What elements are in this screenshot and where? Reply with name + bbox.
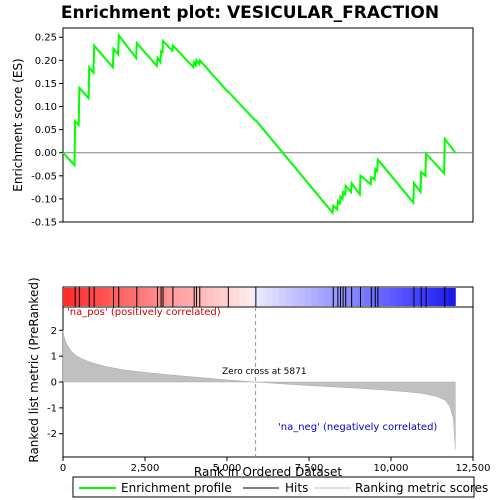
hits-band-segment (102, 288, 110, 306)
es-y-tick-label: -0.10 (31, 194, 57, 205)
hits-band-segment (389, 288, 397, 306)
hits-band-segment (180, 288, 188, 306)
metric-y-axis: -2 -1 0 1 2 (47, 326, 63, 440)
hits-band-segment (232, 288, 241, 306)
hits-band-segment (304, 288, 312, 306)
hits-band-segment (409, 288, 417, 306)
hits-band-segment (174, 288, 182, 306)
hits-band-segment (363, 288, 371, 306)
legend-metric-label: Ranking metric scores (355, 481, 488, 495)
hits-band-segment (213, 288, 221, 306)
hits-band-segment (331, 288, 339, 306)
hits-band-segment (239, 288, 247, 306)
x-tick-label: 12,500 (456, 463, 491, 474)
hits-series (74, 287, 446, 307)
hits-band-segment (206, 288, 214, 306)
es-y-tick-label: -0.15 (31, 218, 57, 229)
zero-cross-label: Zero cross at 5871 (222, 367, 307, 377)
es-y-tick-label: 0.00 (35, 148, 57, 159)
hits-band-segment (167, 288, 175, 306)
hits-band-segment (89, 288, 97, 306)
metric-y-tick-label: -2 (47, 429, 57, 440)
hits-band-segment (95, 288, 103, 306)
hits-band-segment (350, 288, 358, 306)
es-y-tick-label: 0.20 (35, 56, 57, 67)
hits-band-segment (193, 288, 201, 306)
metric-y-tick-label: -1 (47, 403, 57, 414)
hits-band-segment (226, 288, 234, 306)
hits-band-segment (141, 288, 149, 306)
hits-band-segment (344, 288, 352, 306)
x-tick-label: 10,000 (374, 463, 409, 474)
hits-band-segment (121, 288, 129, 306)
es-y-axis-label: Enrichment score (ES) (11, 58, 25, 191)
hits-band-segment (187, 288, 195, 306)
hits-band-segment (324, 288, 332, 306)
x-tick-label: 2,500 (131, 463, 160, 474)
negative-correlation-label: 'na_neg' (negatively correlated) (278, 422, 437, 433)
hits-color-band (63, 288, 456, 306)
es-y-tick-label: -0.05 (31, 171, 57, 182)
hits-band-segment (370, 288, 378, 306)
hits-band-segment (265, 288, 273, 306)
hits-band-segment (246, 288, 254, 306)
legend-box (72, 476, 475, 498)
hits-band-segment (435, 288, 443, 306)
hits-band-segment (134, 288, 142, 306)
legend-hits-label: Hits (285, 481, 308, 495)
hits-band-segment (285, 288, 293, 306)
hits-band-segment (108, 288, 116, 306)
x-tick-label: 0 (60, 463, 66, 474)
hits-band-segment (429, 288, 437, 306)
ranking-metric-series (62, 330, 456, 450)
hits-band-segment (298, 288, 306, 306)
hits-band-segment (396, 288, 404, 306)
hits-band-segment (442, 288, 450, 306)
x-axis-label: Rank in Ordered Dataset (194, 465, 342, 479)
hits-band-segment (402, 288, 411, 306)
hits-band-segment (154, 288, 162, 306)
es-y-axis: -0.15 -0.10 -0.05 0.00 0.05 0.10 0.15 0.20 0.25 (31, 33, 63, 229)
enrichment-profile-line (62, 32, 457, 216)
es-y-tick-label: 0.25 (35, 33, 57, 44)
legend-enrichment-label: Enrichment profile (121, 481, 232, 495)
hits-band-segment (161, 288, 169, 306)
es-y-tick-label: 0.10 (35, 102, 57, 113)
metric-y-tick-label: 1 (51, 352, 57, 363)
es-y-tick-label: 0.05 (35, 125, 57, 136)
hits-band-segment (219, 288, 227, 306)
hits-band-segment (128, 288, 136, 306)
hits-band-segment (147, 288, 156, 306)
hits-band-segment (317, 288, 326, 306)
es-panel-frame (62, 27, 474, 223)
hits-band-segment (82, 288, 90, 306)
hits-band-segment (291, 288, 299, 306)
hits-band-segment (63, 288, 71, 306)
hits-band-segment (448, 288, 456, 306)
hits-band-segment (200, 288, 208, 306)
hits-band-segment (278, 288, 286, 306)
hits-band-segment (272, 288, 280, 306)
metric-y-tick-label: 0 (51, 378, 57, 389)
es-y-tick-label: 0.15 (35, 79, 57, 90)
hits-band-segment (383, 288, 391, 306)
hits-band-segment (376, 288, 384, 306)
hits-band-segment (69, 288, 77, 306)
metric-y-axis-label: Ranked list metric (PreRanked) (27, 277, 41, 462)
x-tick-label: 5,000 (213, 463, 242, 474)
hits-band-segment (259, 288, 267, 306)
hits-band-segment (337, 288, 345, 306)
x-tick-label: 7,500 (295, 463, 324, 474)
hits-band-segment (311, 288, 319, 306)
ranking-metric-area (62, 330, 456, 450)
enrichment-profile-series (62, 32, 457, 216)
chart-title: Enrichment plot: VESICULAR_FRACTION (61, 3, 439, 23)
positive-correlation-label: 'na_pos' (positively correlated) (67, 307, 221, 318)
metric-y-tick-label: 2 (51, 326, 57, 337)
x-axis: 0 2,500 5,000 7,500 10,000 12,500 (60, 457, 491, 474)
hits-band-segment (416, 288, 424, 306)
